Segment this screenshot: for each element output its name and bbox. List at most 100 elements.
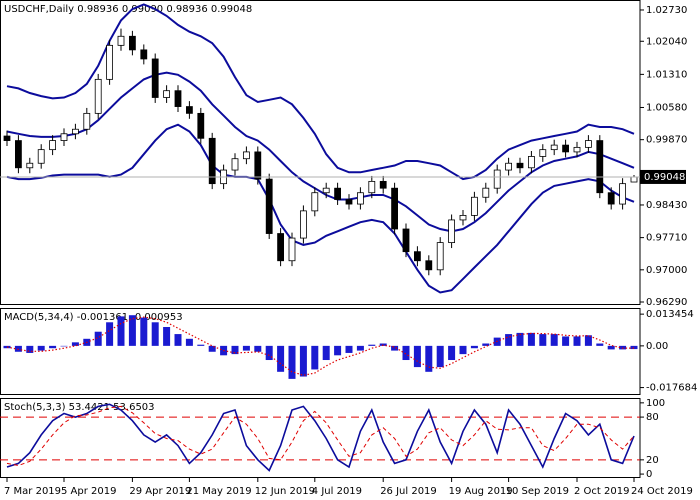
macd-bar — [550, 334, 558, 346]
candle-body — [265, 178, 273, 234]
x-tick-label: 12 Jun 2019 — [255, 486, 315, 497]
candle-body — [26, 162, 34, 169]
candle-body — [402, 228, 410, 253]
y-tick-label: 0 — [646, 469, 652, 480]
macd-bar — [71, 342, 79, 346]
candle-body — [459, 214, 467, 221]
macd-bar — [459, 345, 467, 355]
macd-bar — [288, 345, 296, 379]
candle-body — [72, 128, 79, 135]
macd-bar — [516, 332, 524, 346]
candle-body — [3, 135, 11, 141]
macd-bar — [185, 338, 193, 346]
candle-body — [322, 187, 330, 194]
candle-body — [391, 187, 399, 230]
y-tick-label: 0.96290 — [646, 297, 687, 308]
macd-bar — [607, 345, 615, 350]
macd-bar — [174, 334, 182, 346]
macd-bar — [242, 345, 250, 351]
candle-body — [94, 78, 102, 114]
macd-bar — [37, 345, 45, 351]
macd-bar — [470, 345, 478, 349]
candle-body — [539, 149, 547, 157]
x-tick-label: 21 May 2019 — [186, 486, 251, 497]
candle-body — [470, 196, 478, 216]
candle-body — [299, 210, 307, 239]
y-tick-label: 0.013454 — [646, 309, 694, 320]
candle-body — [151, 58, 159, 98]
x-tick-label: 2 Oct 2019 — [574, 486, 629, 497]
candle-body — [106, 44, 113, 80]
candle-body — [140, 49, 148, 60]
panel-frame — [0, 308, 641, 395]
candle-body — [516, 162, 524, 169]
candle-body — [277, 233, 285, 262]
macd-bar — [630, 345, 638, 350]
y-tick-label: 0.97000 — [646, 265, 687, 276]
x-tick-label: 4 Jul 2019 — [312, 486, 362, 497]
macd-bar — [197, 344, 205, 346]
macd-bar — [356, 345, 364, 351]
macd-bar — [482, 343, 490, 346]
macd-bar — [539, 334, 547, 346]
indicator-line — [6, 403, 635, 472]
candle-body — [163, 90, 171, 98]
macd-bar — [413, 345, 421, 368]
macd-bar — [299, 345, 307, 377]
macd-bar — [425, 345, 433, 372]
candle-body — [562, 144, 569, 153]
y-tick-label: 100 — [646, 398, 665, 409]
macd-bar — [26, 345, 34, 353]
macd-bar — [345, 345, 353, 353]
macd-bar — [254, 345, 262, 352]
macd-bar — [128, 315, 136, 346]
candle-body — [493, 169, 501, 189]
candle-body — [425, 260, 433, 271]
candle-body — [345, 199, 353, 205]
macd-bar — [117, 316, 125, 346]
candle-body — [482, 187, 490, 198]
candle-body — [528, 156, 535, 169]
x-tick-label: 29 Apr 2019 — [129, 486, 191, 497]
macd-bar — [573, 336, 581, 346]
macd-bar — [49, 345, 57, 349]
candle-body — [585, 140, 592, 148]
candle-body — [379, 180, 387, 189]
y-tick-label: 80 — [646, 412, 659, 423]
candle-body — [573, 146, 581, 153]
candle-body — [208, 137, 216, 185]
y-tick-label: 0.99870 — [646, 135, 687, 146]
macd-bar — [596, 343, 604, 346]
y-tick-label: 1.02040 — [646, 36, 687, 47]
candle-body — [368, 180, 376, 194]
candle-body — [630, 176, 638, 183]
candle-body — [60, 133, 68, 141]
candle-body — [197, 112, 205, 139]
candle-body — [254, 151, 262, 180]
candle-body — [49, 140, 56, 151]
candle-body — [185, 106, 193, 114]
y-tick-label: 1.02730 — [646, 5, 687, 16]
macd-bar — [94, 331, 102, 346]
last-price-box — [640, 169, 686, 184]
macd-bar — [311, 345, 319, 370]
x-tick-label: 7 Mar 2019 — [4, 486, 61, 497]
x-tick-label: 26 Jul 2019 — [380, 486, 437, 497]
candle-body — [596, 140, 604, 194]
macd-bar — [60, 345, 68, 347]
macd-bar — [231, 345, 239, 355]
indicator-line — [6, 3, 635, 181]
candle-body — [607, 192, 615, 205]
candle-body — [334, 187, 342, 200]
candle-body — [619, 183, 626, 205]
macd-bar — [322, 345, 330, 361]
macd-bar — [140, 317, 148, 346]
candle-body — [231, 158, 239, 171]
macd-bar — [151, 322, 159, 346]
macd-bar — [163, 327, 171, 346]
macd-bar — [436, 345, 444, 368]
x-tick-label: 24 Oct 2019 — [631, 486, 693, 497]
y-tick-label: 0.97710 — [646, 233, 687, 244]
indicator-line — [6, 405, 635, 467]
